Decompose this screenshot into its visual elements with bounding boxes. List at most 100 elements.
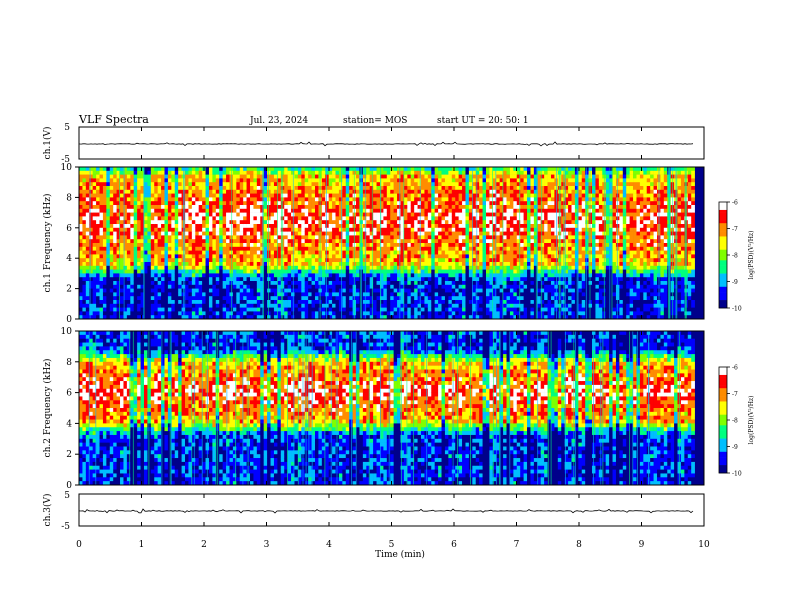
spectrogram-cell xyxy=(496,250,500,255)
spectrogram-cell xyxy=(369,273,374,278)
spectrogram-cell xyxy=(373,307,377,312)
spectrogram-cell xyxy=(164,174,169,179)
spectrogram-cell xyxy=(393,186,398,191)
spectrogram-cell xyxy=(403,205,408,210)
spectrogram-cell xyxy=(489,197,494,202)
spectrogram-cell xyxy=(386,231,391,236)
spectrogram-cell xyxy=(143,220,148,225)
spectrogram-cell xyxy=(239,239,244,244)
spectrogram-cell xyxy=(438,296,442,301)
spectrogram-cell xyxy=(410,288,415,293)
spectrogram-cell xyxy=(109,292,114,297)
spectrogram-cell xyxy=(243,205,247,210)
spectrogram-cell xyxy=(397,296,401,301)
spectrogram-cell xyxy=(482,186,487,191)
spectrogram-cell xyxy=(345,216,350,221)
spectrogram-cell xyxy=(393,284,398,289)
spectrogram-cell xyxy=(171,170,176,175)
spectrogram-cell xyxy=(109,265,114,270)
spectrogram-cell xyxy=(140,250,145,255)
spectrogram-cell xyxy=(448,262,453,267)
spectrogram-cell xyxy=(444,315,449,320)
spectrogram-cell xyxy=(161,262,165,267)
spectrogram-cell xyxy=(222,307,227,312)
spectrogram-cell xyxy=(294,170,299,175)
spectrogram-cell xyxy=(171,212,176,217)
spectrogram-cell xyxy=(403,231,408,236)
spectrogram-cell xyxy=(427,265,432,270)
spectrogram-cell xyxy=(154,235,158,240)
spectrogram-cell xyxy=(102,235,107,240)
spectrogram-cell xyxy=(96,178,100,183)
spectrogram-cell xyxy=(475,258,480,263)
spectrogram-cell xyxy=(277,292,282,297)
spectrogram-cell xyxy=(297,246,302,251)
spectrogram-cell xyxy=(212,186,217,191)
spectrogram-cell xyxy=(202,258,206,263)
spectrogram-cell xyxy=(314,170,319,175)
spectrogram-cell xyxy=(434,250,439,255)
spectrogram-cell xyxy=(489,235,494,240)
spectrogram-cell xyxy=(458,269,463,274)
spectrogram-cell xyxy=(273,224,278,229)
spectrogram-cell xyxy=(208,170,213,175)
spectrogram-cell xyxy=(332,265,336,270)
spectrogram-cell xyxy=(250,212,254,217)
spectrogram-cell xyxy=(417,254,422,259)
spectrogram-cell xyxy=(191,303,196,308)
spectrogram-cell xyxy=(482,262,487,267)
spectrogram-cell xyxy=(82,231,87,236)
spectrogram-cell xyxy=(267,296,271,301)
spectrogram-cell xyxy=(417,201,422,206)
spectrogram-cell xyxy=(455,227,459,232)
spectrogram-cell xyxy=(407,227,412,232)
spectrogram-cell xyxy=(147,231,152,236)
spectrogram-cell xyxy=(287,197,292,202)
spectrogram-cell xyxy=(308,182,312,187)
spectrogram-cell xyxy=(236,231,241,236)
spectrogram-cell xyxy=(178,262,182,267)
spectrogram-cell xyxy=(379,182,384,187)
spectrogram-cell xyxy=(475,281,480,286)
spectrogram-cell xyxy=(267,262,271,267)
spectrogram-cell xyxy=(222,311,227,316)
spectrogram-cell xyxy=(250,167,254,172)
spectrogram-cell xyxy=(113,281,117,286)
spectrogram-cell xyxy=(273,235,278,240)
spectrogram-cell xyxy=(273,170,278,175)
spectrogram-cell xyxy=(414,296,418,301)
spectrogram-cell xyxy=(82,315,87,320)
spectrogram-cell xyxy=(267,224,271,229)
spectrogram-cell xyxy=(441,205,446,210)
spectrogram-cell xyxy=(362,284,367,289)
spectrogram-cell xyxy=(205,186,210,191)
spectrogram-cell xyxy=(133,315,138,320)
spectrogram-cell xyxy=(301,277,306,282)
spectrogram-cell xyxy=(403,239,408,244)
spectrogram-cell xyxy=(400,178,405,183)
spectrogram-cell xyxy=(455,239,459,244)
spectrogram-cell xyxy=(267,212,271,217)
spectrogram-cell xyxy=(356,208,360,213)
spectrogram-cell xyxy=(256,239,261,244)
spectrogram-cell xyxy=(79,239,83,244)
spectrogram-cell xyxy=(462,220,466,225)
spectrogram-cell xyxy=(215,235,220,240)
spectrogram-cell xyxy=(253,220,258,225)
spectrogram-cell xyxy=(284,258,288,263)
spectrogram-cell xyxy=(147,307,152,312)
spectrogram-cell xyxy=(243,197,247,202)
spectrogram-cell xyxy=(373,311,377,316)
spectrogram-cell xyxy=(113,243,117,248)
spectrogram-cell xyxy=(263,224,268,229)
spectrogram-cell xyxy=(212,292,217,297)
spectrogram-cell xyxy=(198,281,203,286)
spectrogram-cell xyxy=(185,167,189,172)
spectrogram-cell xyxy=(444,243,449,248)
spectrogram-cell xyxy=(304,227,309,232)
spectrogram-cell xyxy=(185,265,189,270)
spectrogram-cell xyxy=(263,300,268,305)
spectrogram-cell xyxy=(239,170,244,175)
spectrogram-cell xyxy=(195,258,199,263)
spectrogram-cell xyxy=(143,273,148,278)
